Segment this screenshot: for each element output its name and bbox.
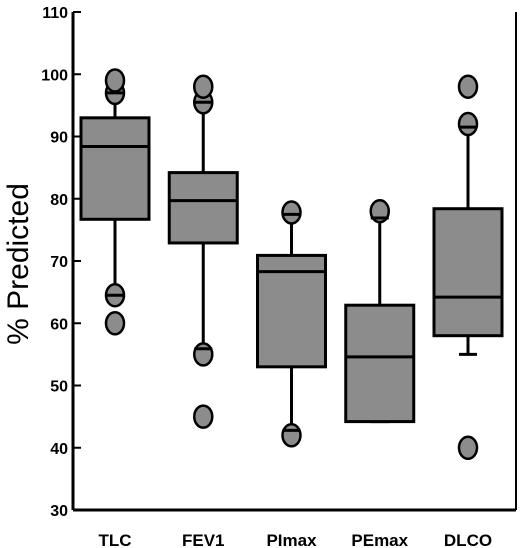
y-tick-label: 60 <box>50 316 68 333</box>
outlier-point <box>193 404 214 429</box>
outlier-point <box>457 74 479 99</box>
outlier-point <box>281 200 302 225</box>
iqr-box <box>432 207 504 338</box>
x-category-label: TLC <box>98 531 131 548</box>
outlier-point <box>104 311 126 336</box>
y-axis-title: % Predicted <box>2 183 35 345</box>
outlier-point <box>281 423 302 448</box>
box-group-tlc <box>79 68 151 336</box>
y-tick-label: 100 <box>41 67 68 84</box>
x-category-label: DLCO <box>444 531 492 548</box>
y-tick-label: 40 <box>50 441 68 458</box>
outlier-point <box>193 74 214 99</box>
y-tick-label: 110 <box>42 5 68 22</box>
y-tick-label: 90 <box>50 130 68 147</box>
outlier-point <box>104 68 126 93</box>
outlier-point <box>457 435 479 460</box>
y-tick-label: 80 <box>50 192 68 209</box>
iqr-box <box>256 253 327 369</box>
x-category-label: PEmax <box>351 531 408 548</box>
x-axis: TLC FEV1 PImax PEmax DLCO <box>98 531 492 548</box>
box-group-fev1 <box>167 74 239 429</box>
outlier-point <box>457 111 479 137</box>
iqr-box <box>79 116 151 221</box>
y-axis: 30 40 50 60 70 80 90 100 110 <box>41 5 81 520</box>
x-category-label: FEV1 <box>182 531 225 548</box>
box-series <box>79 68 504 460</box>
box-group-pemax <box>344 198 416 424</box>
x-category-label: PImax <box>266 531 317 548</box>
box-group-pimax <box>256 200 327 448</box>
box-group-dlco <box>432 74 504 460</box>
y-tick-label: 50 <box>50 379 68 396</box>
outlier-point <box>193 342 214 367</box>
iqr-box <box>167 171 239 245</box>
iqr-box <box>344 303 416 424</box>
y-tick-label: 70 <box>50 254 68 271</box>
y-tick-label: 30 <box>50 503 68 520</box>
